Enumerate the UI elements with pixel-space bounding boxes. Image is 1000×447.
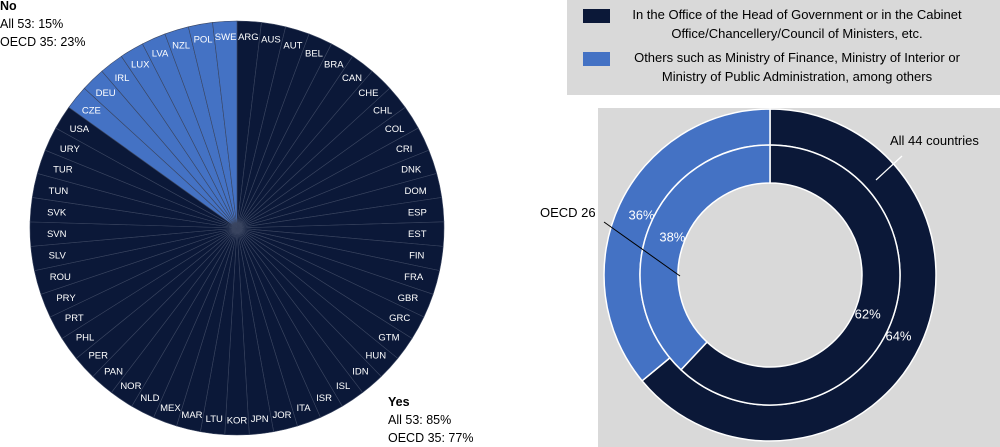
- slice-label: FIN: [409, 250, 424, 261]
- slice-label: EST: [408, 229, 427, 240]
- slice-label: PER: [88, 350, 108, 361]
- slice-label: LUX: [131, 60, 150, 71]
- slice-label: NZL: [172, 40, 190, 51]
- donut-hole: [679, 184, 861, 366]
- slice-label: CRI: [396, 144, 412, 155]
- annotation-text: All 53: 85%: [388, 413, 451, 427]
- slice-label: ISR: [316, 393, 332, 404]
- value-label: 64%: [885, 328, 911, 343]
- slice-label: IRL: [115, 73, 130, 84]
- slice-label: USA: [70, 124, 90, 135]
- slice-label: DOM: [404, 186, 426, 197]
- donut-segment: [639, 144, 771, 371]
- slice-label: SVK: [47, 207, 67, 218]
- slice-label: GRC: [389, 313, 410, 324]
- donut-segment: [679, 144, 901, 406]
- leader-line: [875, 155, 903, 181]
- leader-line: [603, 221, 681, 277]
- slice-label: ITA: [297, 403, 312, 414]
- slice-label: CHL: [373, 105, 392, 116]
- ring-label: All 44 countries: [890, 133, 979, 148]
- slice-label: AUS: [261, 35, 281, 46]
- slice-label: SVN: [47, 229, 67, 240]
- slice-label: MEX: [160, 403, 181, 414]
- legend: In the Office of the Head of Government …: [567, 0, 1000, 95]
- slice-label: ESP: [408, 207, 427, 218]
- ring-label: OECD 26: [540, 205, 596, 220]
- legend-label: Others such as Ministry of Finance, Mini…: [634, 50, 960, 84]
- slice-label: LVA: [152, 49, 169, 60]
- value-label: 36%: [628, 208, 654, 223]
- value-label: 62%: [855, 307, 881, 322]
- slice-label: CHE: [358, 88, 378, 99]
- slice-label: PRY: [56, 293, 76, 304]
- value-label: 38%: [659, 229, 685, 244]
- slice-label: SLV: [49, 250, 67, 261]
- slice-label: TUR: [53, 165, 73, 176]
- slice-label: FRA: [404, 272, 424, 283]
- slice-label: PRT: [65, 313, 84, 324]
- slice-label: MAR: [181, 410, 202, 421]
- slice-label: CAN: [342, 73, 362, 84]
- slice-label: POL: [194, 35, 213, 46]
- legend-label: In the Office of the Head of Government …: [632, 7, 962, 41]
- annotation-text: OECD 35: 77%: [388, 431, 473, 445]
- slice-label: SWE: [215, 32, 237, 43]
- slice-label: DEU: [96, 88, 116, 99]
- slice-label: NLD: [140, 393, 159, 404]
- slice-label: GBR: [398, 293, 419, 304]
- slice-label: AUT: [283, 40, 302, 51]
- annotation-text: All 53: 15%: [0, 17, 63, 31]
- slice-label: KOR: [227, 416, 248, 427]
- legend-swatch: [583, 52, 610, 66]
- annotation-title: Yes: [388, 395, 410, 409]
- slice-label: BEL: [305, 49, 323, 60]
- slice-label: JPN: [251, 414, 269, 425]
- slice-label: LTU: [206, 414, 223, 425]
- slice-label: JOR: [273, 410, 292, 421]
- slice-label: ARG: [238, 32, 259, 43]
- pie-slice: [212, 20, 238, 229]
- slice-label: IDN: [352, 367, 369, 378]
- slice-label: NOR: [120, 381, 141, 392]
- slice-label: URY: [60, 144, 81, 155]
- slice-label: PHL: [76, 333, 94, 344]
- slice-label: DNK: [401, 165, 422, 176]
- annotation-text: OECD 35: 23%: [0, 35, 85, 49]
- slice-label: HUN: [365, 350, 386, 361]
- slice-label: GTM: [378, 333, 399, 344]
- slice-label: PAN: [104, 367, 123, 378]
- slice-label: ISL: [336, 381, 350, 392]
- slice-label: CZE: [82, 105, 101, 116]
- slice-label: ROU: [50, 272, 71, 283]
- legend-swatch: [583, 9, 610, 23]
- slice-label: COL: [385, 124, 405, 135]
- slice-label: BRA: [324, 60, 344, 71]
- annotation-title: No: [0, 0, 17, 13]
- slice-label: TUN: [49, 186, 69, 197]
